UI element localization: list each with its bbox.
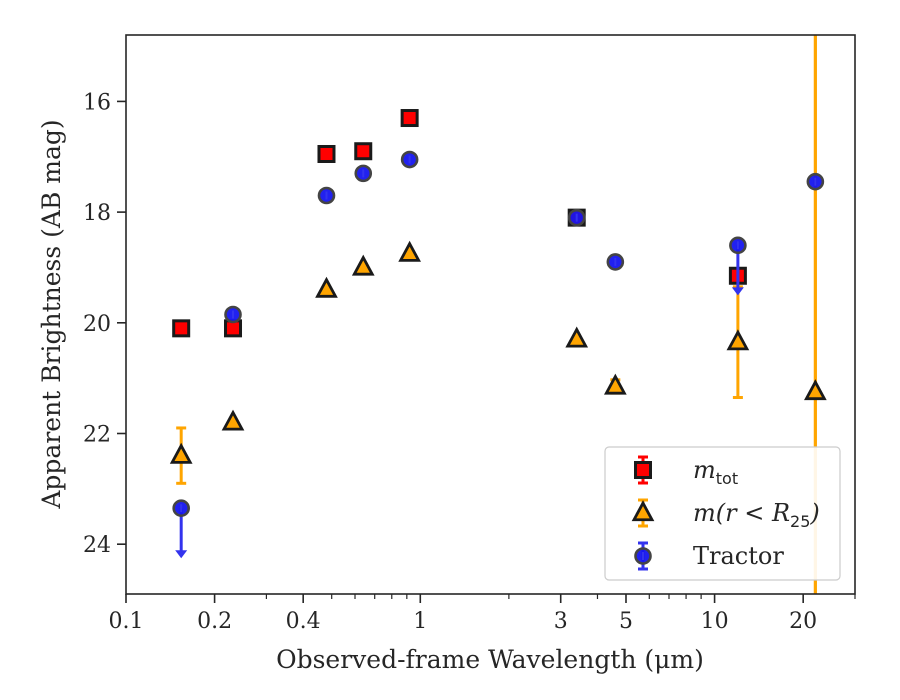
legend-label: mtot — [693, 456, 738, 488]
x-tick-label: 1 — [413, 609, 427, 634]
x-tick-label: 3 — [554, 609, 568, 634]
x-tick-label: 10 — [701, 609, 729, 634]
y-tick-label: 20 — [83, 312, 111, 337]
legend-marker — [631, 500, 655, 522]
x-tick-label: 0.1 — [109, 609, 144, 634]
y-tick-label: 22 — [83, 422, 111, 447]
legend-label: m(r < R25) — [693, 499, 820, 531]
legend-entry: m(r < R25) — [631, 498, 820, 531]
plot-frame — [125, 34, 856, 595]
data-point — [169, 442, 193, 464]
x-tick-label: 0.2 — [197, 609, 232, 634]
x-tick-label: 20 — [789, 609, 817, 634]
axis-ticks: 0.1 0.2 0.4 1 3 5 10 20 16 18 20 22 24 — [83, 90, 856, 634]
y-axis-label: Apparent Brightness (AB mag) — [37, 119, 66, 509]
data-point — [565, 326, 589, 348]
series-circle — [172, 150, 825, 559]
legend-entry: Tractor — [634, 541, 784, 571]
x-axis-label: Observed-frame Wavelength (μm) — [276, 645, 704, 674]
y-tick-label: 16 — [83, 90, 111, 115]
data-point — [603, 373, 627, 395]
data-point — [221, 409, 245, 431]
data-point-limit-arrowhead — [731, 287, 744, 296]
data-point — [726, 329, 750, 351]
legend-label-rest: ) — [809, 499, 819, 527]
y-tick-label: 24 — [83, 533, 111, 558]
data-point — [804, 379, 827, 401]
data-point — [398, 240, 421, 262]
legend-frame — [604, 446, 841, 581]
legend-label-subscript: tot — [716, 469, 738, 488]
data-marks — [169, 35, 827, 594]
legend-label-base: Tractor — [693, 542, 784, 570]
x-tick-label: 0.4 — [286, 609, 321, 634]
legend-label-subscript: 25 — [790, 512, 810, 531]
legend: mtot m(r < R25) Tractor — [604, 446, 841, 581]
y-tick-label: 18 — [83, 201, 111, 226]
legend-entry: mtot — [634, 455, 738, 488]
data-point-limit-arrowhead — [175, 550, 188, 559]
legend-label: Tractor — [693, 542, 784, 570]
data-point — [315, 276, 338, 298]
legend-label-base: m — [693, 456, 716, 484]
data-point — [351, 254, 375, 276]
legend-label-base: m(r < R — [693, 499, 790, 527]
x-tick-label: 5 — [619, 609, 633, 634]
